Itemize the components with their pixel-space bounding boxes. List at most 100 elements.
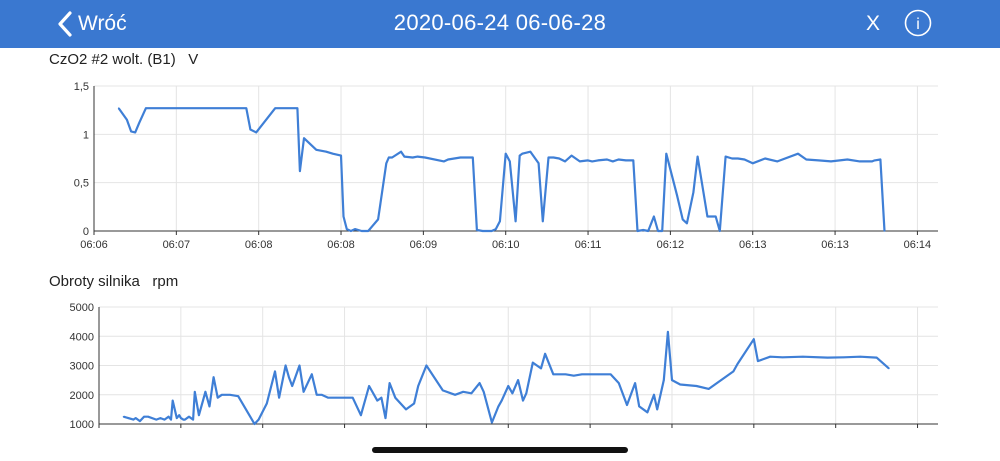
- data-point: [589, 373, 591, 376]
- data-point: [617, 382, 620, 384]
- data-point: [632, 159, 635, 162]
- chart1-title: CzO2 #2 wolt. (B1) V: [49, 51, 198, 68]
- data-point: [753, 338, 755, 340]
- data-point: [679, 383, 681, 386]
- data-point: [400, 150, 402, 153]
- data-point: [776, 160, 779, 163]
- data-point: [478, 382, 481, 384]
- data-point: [278, 396, 280, 399]
- data-point: [385, 162, 388, 165]
- data-point: [714, 215, 717, 218]
- data-point: [718, 230, 721, 232]
- data-point: [532, 361, 534, 364]
- data-point: [521, 152, 523, 155]
- data-point: [245, 107, 248, 110]
- data-point: [661, 230, 663, 232]
- data-point: [626, 404, 628, 406]
- data-point: [212, 376, 215, 379]
- data-point: [482, 391, 485, 393]
- data-point: [476, 229, 478, 231]
- data-point: [367, 230, 369, 232]
- y-tick-label: 5000: [70, 302, 94, 314]
- data-point: [732, 370, 735, 373]
- data-point: [676, 194, 678, 197]
- data-point: [552, 156, 555, 159]
- data-point: [471, 156, 474, 159]
- close-button[interactable]: X: [866, 12, 881, 35]
- data-point: [216, 396, 219, 399]
- data-point: [253, 423, 256, 425]
- data-point: [514, 220, 517, 223]
- data-point: [182, 418, 185, 421]
- data-point: [647, 230, 649, 232]
- data-point: [315, 393, 318, 396]
- data-point: [830, 160, 832, 163]
- x-tick-label: 06:07: [163, 239, 191, 251]
- data-point: [163, 418, 166, 421]
- data-point: [193, 391, 196, 393]
- chart1-title-text: CzO2 #2 wolt. (B1): [49, 51, 176, 68]
- y-tick-label: 2000: [70, 390, 94, 402]
- data-point: [298, 364, 301, 367]
- data-point: [343, 396, 346, 399]
- info-label: i: [916, 16, 920, 33]
- data-point: [159, 417, 162, 419]
- data-point: [696, 155, 699, 158]
- data-point: [843, 356, 845, 359]
- data-point: [873, 159, 876, 162]
- data-point: [547, 156, 550, 159]
- data-point: [302, 391, 305, 393]
- data-point: [198, 414, 200, 417]
- data-point: [416, 155, 419, 158]
- x-tick-label: 06:11: [575, 239, 602, 251]
- data-point: [170, 418, 172, 421]
- data-point: [135, 417, 137, 419]
- data-point: [634, 382, 636, 384]
- data-point: [139, 420, 141, 422]
- data-point: [145, 107, 147, 110]
- data-point: [653, 215, 655, 218]
- data-point: [708, 388, 710, 390]
- data-point: [518, 154, 521, 157]
- data-point: [769, 355, 771, 358]
- data-point: [656, 408, 659, 411]
- chevron-left-icon: [58, 11, 72, 37]
- data-point: [871, 160, 873, 163]
- data-point: [667, 331, 669, 333]
- data-point: [609, 373, 612, 376]
- data-point: [625, 159, 627, 162]
- data-point: [454, 393, 456, 396]
- data-point: [274, 107, 276, 110]
- data-point: [552, 373, 555, 376]
- data-point: [325, 150, 328, 153]
- data-point: [225, 393, 227, 396]
- data-point: [462, 391, 465, 393]
- data-point: [384, 417, 387, 419]
- data-point: [178, 414, 181, 417]
- x-tick-label: 06:13: [739, 239, 767, 251]
- data-point: [736, 363, 739, 365]
- data-point: [638, 405, 641, 408]
- data-point: [879, 158, 882, 161]
- data-point: [764, 157, 766, 160]
- data-point: [311, 373, 313, 376]
- data-point: [802, 355, 804, 358]
- data-point: [737, 157, 739, 160]
- y-tick-label: 4000: [70, 331, 94, 343]
- data-point: [220, 393, 223, 396]
- data-point: [387, 156, 390, 159]
- data-point: [288, 376, 290, 379]
- data-point: [255, 131, 258, 134]
- x-tick-label: 06:10: [492, 239, 520, 251]
- data-point: [743, 158, 746, 161]
- data-point: [522, 399, 524, 402]
- data-point: [511, 392, 514, 395]
- back-button[interactable]: Wróć: [56, 8, 127, 40]
- data-point: [611, 160, 614, 163]
- data-point: [249, 128, 252, 131]
- back-label: Wróć: [78, 12, 127, 35]
- data-point: [130, 130, 132, 133]
- data-point: [413, 402, 415, 405]
- series-line: [123, 330, 890, 426]
- info-button[interactable]: i: [904, 9, 932, 37]
